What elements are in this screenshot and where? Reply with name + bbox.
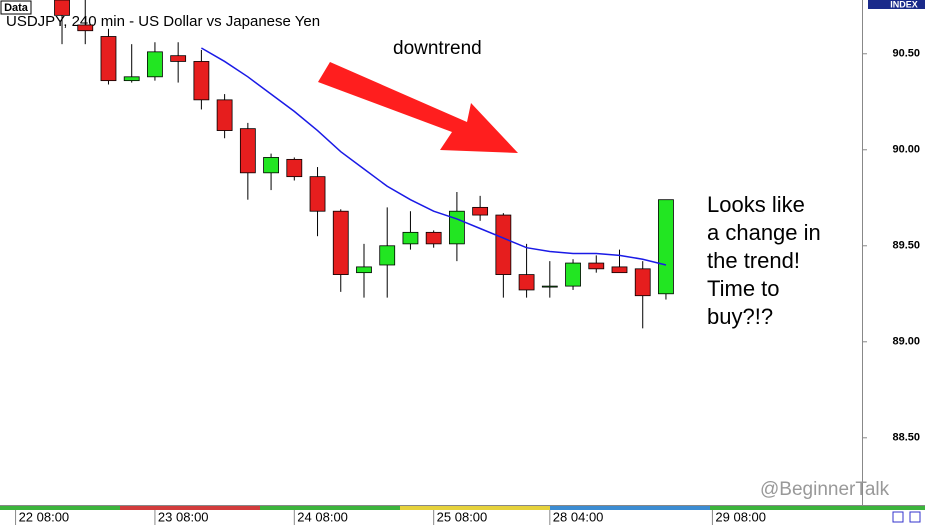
- candle-body: [77, 24, 94, 32]
- x-tick-label: 29 08:00: [715, 509, 766, 524]
- candle-body: [54, 0, 70, 16]
- candle-body: [565, 262, 581, 287]
- candle-body: [472, 206, 489, 216]
- candle-body: [193, 61, 210, 101]
- callout: Looks like: [707, 192, 805, 217]
- candle-body: [239, 128, 256, 174]
- callout: buy?!?: [707, 304, 773, 329]
- candle-body: [658, 199, 674, 295]
- candle-body: [309, 176, 326, 212]
- candle-body: [425, 231, 442, 245]
- index-label: INDEX: [890, 0, 918, 9]
- candle-body: [402, 231, 419, 245]
- index-box: [868, 0, 925, 9]
- candle-body: [448, 210, 465, 245]
- session-strip: [120, 506, 260, 510]
- candle-body: [495, 214, 512, 275]
- callout: Time to: [707, 276, 780, 301]
- candle-body: [541, 285, 558, 288]
- session-strip: [550, 506, 710, 510]
- x-tick-label: 23 08:00: [158, 509, 209, 524]
- callout: the trend!: [707, 248, 800, 273]
- scroll-button[interactable]: [892, 511, 904, 523]
- x-tick-label: 28 04:00: [553, 509, 604, 524]
- y-tick-label: 89.00: [892, 336, 920, 348]
- y-tick-label: 90.00: [892, 144, 920, 156]
- candle-body: [588, 262, 605, 270]
- candle-body: [100, 36, 117, 82]
- chart-title: USDJPY, 240 min - US Dollar vs Japanese …: [6, 13, 320, 30]
- session-strip: [400, 506, 550, 510]
- annotation: downtrend: [393, 38, 482, 59]
- data-box: [0, 0, 32, 15]
- candle-body: [170, 55, 187, 62]
- candle-body: [123, 76, 140, 82]
- y-tick-label: 90.50: [892, 48, 920, 60]
- scroll-button[interactable]: [909, 511, 921, 523]
- candle-body: [634, 268, 651, 297]
- candle-body: [286, 158, 303, 178]
- data-label: Data: [4, 2, 29, 14]
- x-tick-label: 24 08:00: [297, 509, 348, 524]
- candle-body: [356, 266, 372, 274]
- candle-body: [518, 274, 535, 291]
- candle-body: [147, 51, 163, 78]
- x-tick-label: 22 08:00: [19, 509, 70, 524]
- x-tick-label: 25 08:00: [437, 509, 488, 524]
- candle-body: [332, 210, 349, 275]
- callout: a change in: [707, 220, 821, 245]
- y-tick-label: 88.50: [892, 432, 920, 444]
- y-tick-label: 89.50: [892, 240, 920, 252]
- candle-body: [611, 266, 628, 274]
- candle-body: [216, 99, 233, 131]
- moving-average: [201, 47, 667, 266]
- watermark: @BeginnerTalk: [760, 479, 890, 500]
- candle-body: [379, 245, 396, 266]
- arrow: [318, 62, 518, 153]
- candle-body: [263, 157, 279, 174]
